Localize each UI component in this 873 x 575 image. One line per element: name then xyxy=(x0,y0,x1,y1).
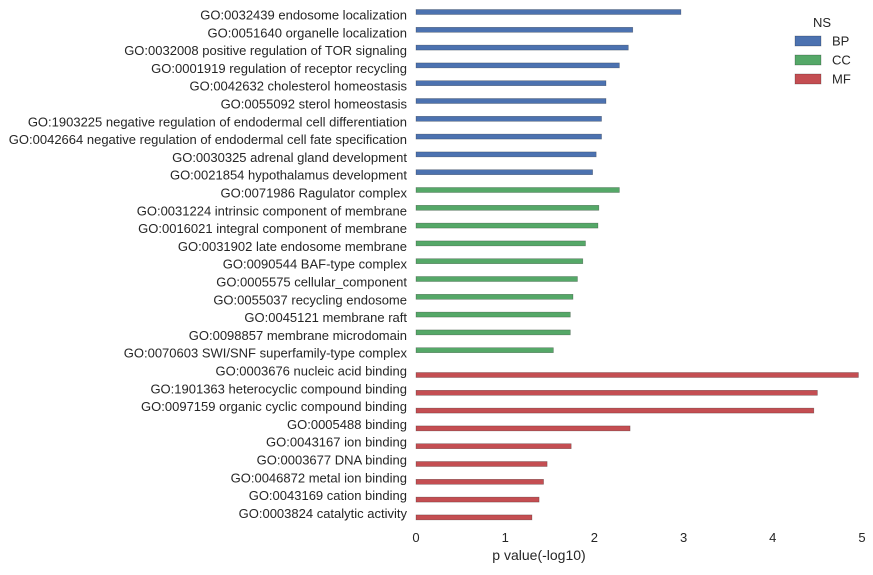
category-label: GO:0098857 membrane microdomain xyxy=(189,328,407,343)
bar-cc xyxy=(415,222,599,229)
x-tick-label: 1 xyxy=(502,530,509,545)
bar-bp xyxy=(415,116,602,122)
bar-mf xyxy=(415,443,572,450)
bar-bp xyxy=(415,9,682,15)
category-label: GO:0003677 DNA binding xyxy=(257,453,407,468)
legend-swatch-bp xyxy=(794,35,822,47)
bar-cc xyxy=(415,240,586,247)
category-label: GO:0071986 Ragulator complex xyxy=(221,186,408,201)
bar-cc xyxy=(415,329,571,336)
bar-bp xyxy=(415,62,620,69)
category-label: GO:0046872 metal ion binding xyxy=(231,470,407,485)
category-label: GO:0003676 nucleic acid binding xyxy=(215,364,407,379)
x-tick-label: 4 xyxy=(769,530,776,545)
category-label: GO:0070603 SWI/SNF superfamily-type comp… xyxy=(124,346,408,361)
category-label: GO:0031902 late endosome membrane xyxy=(178,239,407,254)
category-label: GO:0003824 catalytic activity xyxy=(239,506,408,521)
category-label: GO:0045121 membrane raft xyxy=(244,310,407,325)
category-label: GO:0021854 hypothalamus development xyxy=(170,168,407,183)
legend-swatch-cc xyxy=(794,54,822,66)
bar-mf xyxy=(415,425,631,432)
bar-bp xyxy=(415,151,597,158)
bar-mf xyxy=(415,389,818,396)
category-label: GO:0043167 ion binding xyxy=(266,435,407,450)
x-tick-label: 5 xyxy=(858,530,865,545)
bar-mf xyxy=(415,478,544,485)
x-tick-label: 0 xyxy=(412,530,419,545)
category-label: GO:1903225 negative regulation of endode… xyxy=(28,114,407,129)
legend-label-bp: BP xyxy=(832,34,849,49)
bar-bp xyxy=(415,133,602,140)
category-label: GO:0030325 adrenal gland development xyxy=(172,150,407,165)
bars-layer xyxy=(415,9,859,521)
category-label: GO:0005575 cellular_component xyxy=(216,275,407,290)
bar-cc xyxy=(415,311,571,318)
bar-bp xyxy=(415,98,607,104)
legend-label-cc: CC xyxy=(832,53,851,68)
x-axis-label: p value(-log10) xyxy=(492,547,585,563)
category-label: GO:0043169 cation binding xyxy=(249,488,407,503)
legend-title: NS xyxy=(813,15,831,30)
legend-swatch-mf xyxy=(794,73,822,85)
x-tick-label: 2 xyxy=(591,530,598,545)
bar-bp xyxy=(415,169,593,175)
category-label: GO:0097159 organic cyclic compound bindi… xyxy=(141,399,407,414)
bar-mf xyxy=(415,372,859,378)
bar-bp xyxy=(415,80,607,86)
bar-mf xyxy=(415,514,533,521)
category-label: GO:0042664 negative regulation of endode… xyxy=(9,132,407,147)
bar-cc xyxy=(415,276,578,282)
x-tick-label: 3 xyxy=(680,530,687,545)
bar-mf xyxy=(415,407,815,414)
category-label: GO:0090544 BAF-type complex xyxy=(223,257,408,272)
category-label: GO:0005488 binding xyxy=(287,417,407,432)
bar-cc xyxy=(415,205,600,211)
bar-mf xyxy=(415,461,548,467)
legend-label-mf: MF xyxy=(832,72,851,87)
category-label: GO:0042632 cholesterol homeostasis xyxy=(189,79,407,94)
bar-mf xyxy=(415,496,540,503)
bar-cc xyxy=(415,258,584,265)
category-label: GO:0001919 regulation of receptor recycl… xyxy=(151,61,407,76)
bar-bp xyxy=(415,44,629,51)
category-label: GO:0051640 organelle localization xyxy=(208,25,407,40)
bar-cc xyxy=(415,347,554,354)
category-label: GO:0032439 endosome localization xyxy=(200,8,407,23)
category-labels: GO:0032439 endosome localization GO:00516… xyxy=(9,8,408,521)
legend: NS BP CC MF xyxy=(794,15,851,87)
category-label: GO:0031224 intrinsic component of membra… xyxy=(137,203,407,218)
bar-bp xyxy=(415,26,634,33)
category-label: GO:0055092 sterol homeostasis xyxy=(221,97,408,112)
category-label: GO:0032008 positive regulation of TOR si… xyxy=(124,43,407,58)
x-axis-ticks: 0 1 2 3 4 5 xyxy=(412,530,865,545)
category-label: GO:0016021 integral component of membran… xyxy=(138,221,407,236)
bar-cc xyxy=(415,187,620,193)
category-label: GO:0055037 recycling endosome xyxy=(213,292,407,307)
category-label: GO:1901363 heterocyclic compound binding xyxy=(150,381,407,396)
bar-cc xyxy=(415,293,574,300)
